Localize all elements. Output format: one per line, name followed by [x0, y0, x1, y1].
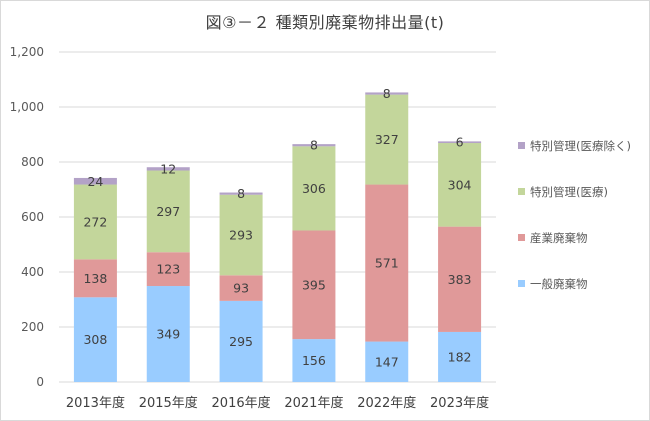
x-tick-label: 2016年度: [212, 395, 271, 411]
data-label: 349: [156, 327, 180, 342]
y-tick-label: 200: [21, 320, 44, 334]
bar-segment: [73, 297, 117, 382]
bar-segment: [438, 226, 482, 332]
data-label: 571: [375, 256, 399, 271]
bar-segment: [292, 230, 336, 340]
x-tick-label: 2023年度: [430, 395, 489, 411]
legend-swatch: [518, 280, 525, 287]
bar-segment: [365, 94, 409, 185]
data-label: 272: [83, 214, 107, 229]
data-label: 138: [83, 271, 107, 286]
legend-swatch: [518, 142, 525, 149]
bar-segment: [73, 177, 117, 185]
legend-label: 特別管理(医療): [530, 185, 608, 199]
data-label: 93: [233, 281, 249, 296]
data-label: 12: [160, 161, 176, 176]
x-tick-label: 2015年度: [139, 395, 198, 411]
bar-segment: [219, 192, 263, 195]
bar-segment: [292, 144, 336, 147]
data-label: 295: [229, 334, 253, 349]
data-label: 293: [229, 228, 253, 243]
legend-swatch: [518, 188, 525, 195]
legend-label: 産業廃棄物: [530, 231, 588, 245]
chart-title: 図③－２ 種類別廃棄物排出量(t): [205, 13, 445, 32]
data-label: 308: [83, 332, 107, 347]
bar-segment: [292, 339, 336, 382]
bar-segment: [219, 275, 263, 301]
y-tick-label: 1,000: [10, 100, 44, 114]
legend-swatch: [518, 234, 525, 241]
data-label: 182: [448, 349, 472, 364]
bar-segment: [219, 194, 263, 276]
x-tick-label: 2021年度: [284, 395, 343, 411]
bar-segment: [438, 331, 482, 382]
y-tick-label: 800: [21, 155, 44, 169]
data-label: 306: [302, 181, 326, 196]
data-label: 8: [237, 186, 245, 201]
bar-segment: [73, 259, 117, 298]
data-label: 123: [156, 262, 180, 277]
bar-segment: [365, 184, 409, 342]
bar-segment: [146, 252, 190, 287]
data-label: 147: [375, 354, 399, 369]
data-label: 8: [383, 86, 391, 101]
bar-segment: [146, 167, 190, 171]
bar-segment: [146, 170, 190, 253]
data-label: 304: [448, 177, 472, 192]
x-tick-label: 2013年度: [66, 395, 125, 411]
legend-label: 特別管理(医療除く): [530, 139, 631, 153]
data-label: 24: [87, 174, 103, 189]
bar-segment: [73, 184, 117, 260]
y-tick-label: 0: [36, 375, 44, 389]
bar-segment: [365, 92, 409, 95]
data-label: 6: [456, 135, 464, 150]
data-label: 383: [448, 272, 472, 287]
bar-segment: [438, 143, 482, 227]
x-tick-label: 2022年度: [357, 395, 416, 411]
data-label: 327: [375, 132, 399, 147]
y-tick-label: 600: [21, 210, 44, 224]
data-label: 8: [310, 138, 318, 153]
data-label: 156: [302, 353, 326, 368]
data-label: 297: [156, 204, 180, 219]
bar-segment: [438, 141, 482, 144]
data-label: 395: [302, 277, 326, 292]
y-tick-label: 1,200: [10, 45, 44, 59]
legend-label: 一般廃棄物: [530, 277, 588, 291]
y-tick-label: 400: [21, 265, 44, 279]
bar-segment: [292, 146, 336, 231]
bar-segment: [365, 341, 409, 382]
bar-segment: [146, 286, 190, 382]
bar-segment: [219, 300, 263, 382]
